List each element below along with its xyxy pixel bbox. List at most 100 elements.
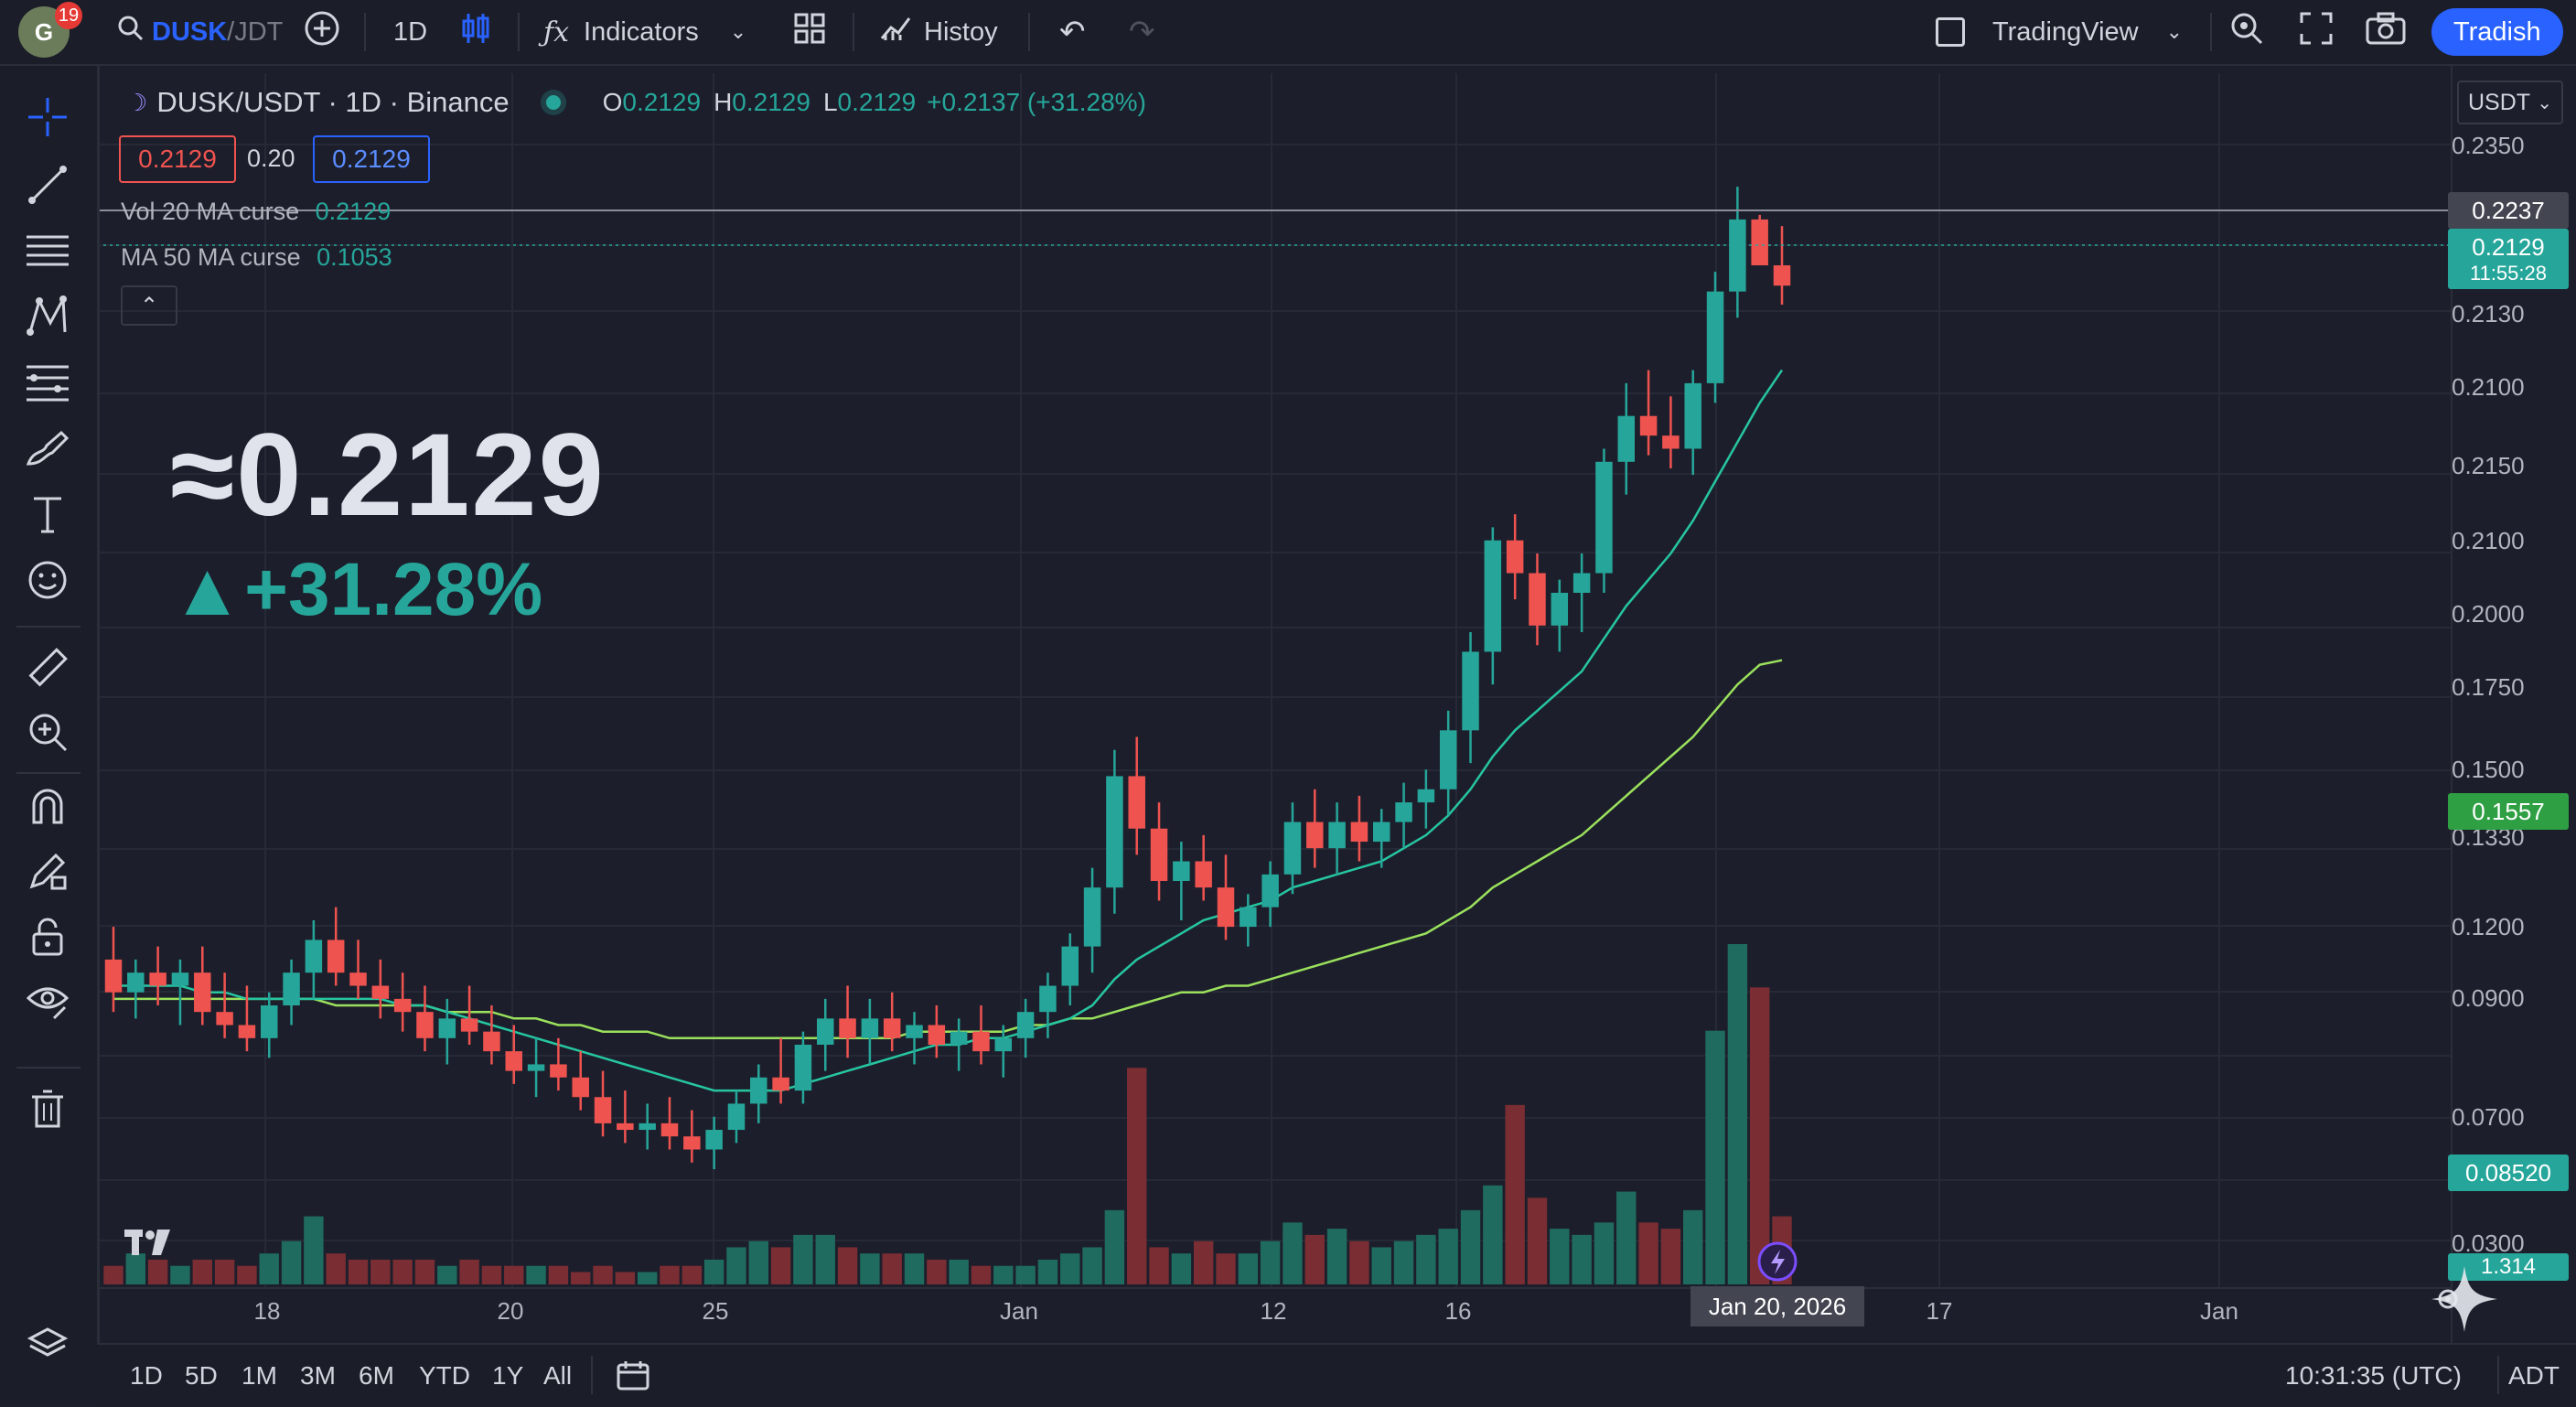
volume-bar [414,1259,435,1284]
undo-button[interactable]: ↶ [1059,0,1086,64]
interval-button[interactable]: 1D [393,16,428,47]
candle-body [572,1077,589,1098]
goto-date-button[interactable] [615,1345,651,1407]
candle-body [1083,887,1101,947]
crosshair-tool[interactable] [20,91,75,143]
candle-body [1173,861,1190,881]
volume-bar [904,1253,925,1284]
range-button-all[interactable]: All [543,1361,573,1390]
volume-bar [615,1272,636,1284]
candle-body [194,972,211,1013]
pencil-lock-icon [29,853,67,890]
candle-body [104,959,123,993]
zoom-in-tool[interactable] [20,706,75,757]
range-button-3m[interactable]: 3M [300,1361,336,1390]
avatar[interactable]: G 19 [18,0,82,64]
range-button-6m[interactable]: 6M [359,1361,394,1390]
stay-drawing-tool[interactable] [20,845,75,897]
screenshot-button[interactable] [2366,0,2406,64]
chart-type-button[interactable] [461,0,490,64]
adjust-button[interactable]: ADT [2508,1361,2560,1390]
ohlc-low-value: 0.2129 [837,88,917,116]
layout-checkbox[interactable] [1936,0,1965,64]
ma-legend-value: 0.1053 [317,243,392,271]
candle-body [1016,1012,1035,1038]
symbol-legend[interactable]: ☽ DUSK/USDT · 1D · Binance O 0.2129 H 0.… [126,86,1146,119]
candle-body [594,1097,612,1123]
lines-icon [27,235,69,266]
candle-body [750,1077,767,1104]
volume-legend[interactable]: Vol 20 MA curse 0.2129 [121,198,391,226]
range-button-ytd[interactable]: YTD [419,1361,470,1390]
ma-slow-line [113,659,1783,1040]
candle-body [1417,789,1435,803]
price-axis-label: 0.2150 [2452,452,2525,479]
volume-bar [860,1253,880,1284]
emoji-tool[interactable] [20,554,75,606]
object-tree-tool[interactable] [20,1319,75,1370]
candle-body [1462,651,1479,731]
text-tool[interactable] [20,489,75,540]
pattern-icon [27,295,67,336]
volume-bar [726,1247,746,1284]
trendline-tool[interactable] [20,159,75,210]
trade-button[interactable]: Tradish [2431,0,2563,64]
fib-tool[interactable] [20,357,75,408]
price-axis-label: 0.2100 [2452,527,2525,554]
candle-body [1106,776,1123,888]
timezone-clock[interactable]: 10:31:35 (UTC) [2285,1361,2462,1390]
range-button-1y[interactable]: 1Y [492,1361,524,1390]
buy-price-button[interactable]: 0.2129 [313,135,430,183]
horizontal-lines-tool[interactable] [20,225,75,276]
layout-selector[interactable]: TradingView ⌄ [1992,0,2183,64]
volume-bar [993,1265,1014,1284]
time-axis-label: Jan [2200,1297,2238,1325]
measure-tool[interactable] [20,642,75,693]
zoom-search-button[interactable] [2228,0,2265,64]
volume-bar [1572,1234,1592,1284]
ma-legend[interactable]: MA 50 MA curse 0.1053 [121,243,392,272]
sell-price-button[interactable]: 0.2129 [119,135,236,183]
search-icon [117,15,145,49]
magnet-tool[interactable] [20,779,75,831]
pattern-tool[interactable] [20,291,75,342]
templates-button[interactable] [794,0,825,64]
currency-label: USDT [2468,89,2531,115]
symbol-search[interactable]: DUSK /JDT [117,0,283,64]
volume-bar [170,1265,190,1284]
collapse-legend-button[interactable]: ⌃ [121,285,177,326]
volume-bar [1082,1247,1102,1284]
candle-body [1261,874,1279,908]
candle-body [816,1018,834,1045]
hide-drawings-tool[interactable] [20,975,75,1026]
candle-body [1306,822,1324,849]
indicators-button[interactable]: ƒx Indicators ⌄ [543,0,746,64]
legend-title: DUSK/USDT · 1D · Binance [156,86,510,118]
candle-body [683,1136,701,1150]
redo-button[interactable]: ↷ [1129,0,1155,64]
candle-body [1150,828,1168,881]
history-button[interactable]: Histoy [880,0,998,64]
volume-bar [1683,1209,1703,1284]
range-button-1m[interactable]: 1M [242,1361,277,1390]
lock-tool[interactable] [20,911,75,962]
range-button-1d[interactable]: 1D [130,1361,163,1390]
lightning-glyph [1771,1250,1785,1274]
compare-add-button[interactable] [304,0,340,64]
volume-bar [949,1259,969,1284]
currency-selector[interactable]: USDT ⌄ [2457,81,2563,124]
price-axis-label: 0.0700 [2452,1103,2525,1131]
brush-tool[interactable] [20,423,75,474]
candle-body [171,972,189,986]
delete-tool[interactable] [20,1083,75,1134]
fullscreen-button[interactable] [2300,0,2333,64]
redo-icon: ↷ [1129,15,1155,49]
volume-bar [1238,1253,1259,1284]
time-axis-label: 12 [1260,1297,1287,1325]
candle-body [705,1130,723,1150]
volume-bar [103,1265,123,1284]
range-button-5d[interactable]: 5D [185,1361,218,1390]
volume-bar [837,1247,858,1284]
lock-icon [32,918,63,956]
